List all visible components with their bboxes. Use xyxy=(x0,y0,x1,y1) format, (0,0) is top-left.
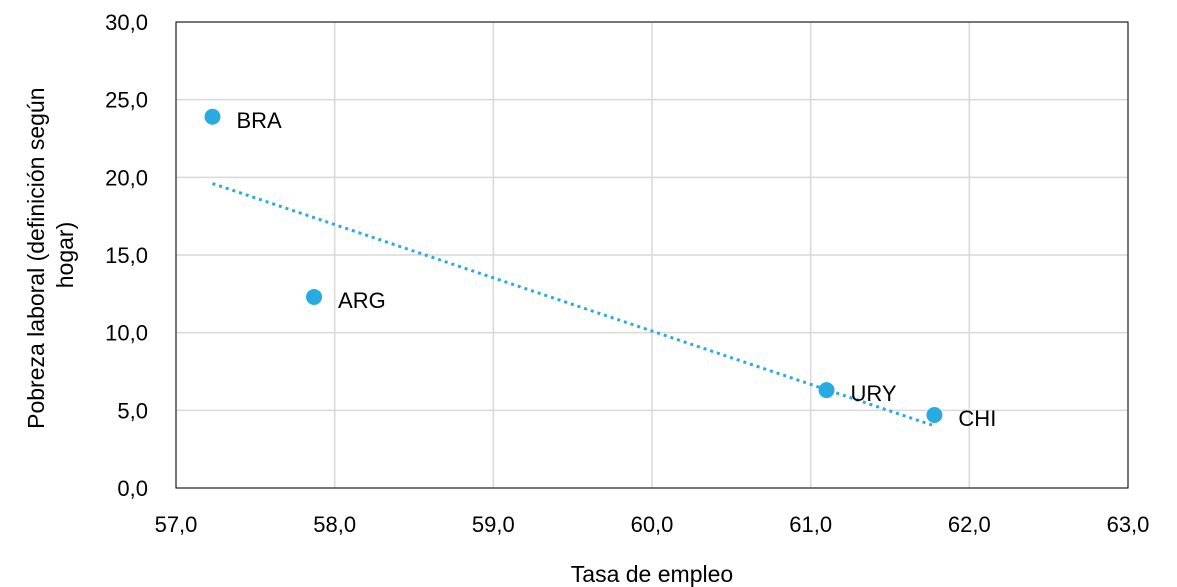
point-marker xyxy=(306,288,323,305)
data-point-ury: URY xyxy=(818,381,897,406)
x-axis-title: Tasa de empleo xyxy=(571,561,733,587)
data-points: BRA ARG URY CHI xyxy=(204,108,996,431)
y-tick-label: 0,0 xyxy=(117,476,148,501)
y-axis-title-line-1: Pobreza laboral (definición según xyxy=(23,88,49,429)
plot-area-border xyxy=(175,21,1129,489)
y-axis-title: Pobreza laboral (definición según hogar) xyxy=(23,81,78,429)
x-tick-label: 58,0 xyxy=(313,512,356,537)
y-tick-label: 10,0 xyxy=(105,321,148,346)
point-label: URY xyxy=(851,381,897,406)
x-tick-label: 59,0 xyxy=(472,512,515,537)
point-marker xyxy=(818,382,835,399)
y-tick-label: 30,0 xyxy=(105,10,148,35)
y-axis-title-line-2: hogar) xyxy=(52,222,78,288)
point-marker xyxy=(204,108,221,125)
point-label: ARG xyxy=(338,288,386,313)
x-tick-label: 61,0 xyxy=(789,512,832,537)
y-tick-label: 5,0 xyxy=(117,398,148,423)
data-point-arg: ARG xyxy=(306,288,386,313)
y-tick-label: 25,0 xyxy=(105,88,148,113)
point-marker xyxy=(926,406,943,423)
data-point-chi: CHI xyxy=(926,406,996,431)
y-axis-tick-labels: 0,0 5,0 10,0 15,0 20,0 25,0 30,0 xyxy=(105,10,148,501)
x-tick-label: 60,0 xyxy=(631,512,674,537)
trendline xyxy=(212,182,935,428)
data-point-bra: BRA xyxy=(204,108,282,133)
y-tick-label: 15,0 xyxy=(105,243,148,268)
point-label: BRA xyxy=(236,108,282,133)
x-tick-label: 62,0 xyxy=(948,512,991,537)
x-tick-label: 63,0 xyxy=(1107,512,1150,537)
x-tick-label: 57,0 xyxy=(155,512,198,537)
point-label: CHI xyxy=(958,406,996,431)
y-tick-label: 20,0 xyxy=(105,165,148,190)
x-axis-tick-labels: 57,0 58,0 59,0 60,0 61,0 62,0 63,0 xyxy=(155,512,1150,537)
